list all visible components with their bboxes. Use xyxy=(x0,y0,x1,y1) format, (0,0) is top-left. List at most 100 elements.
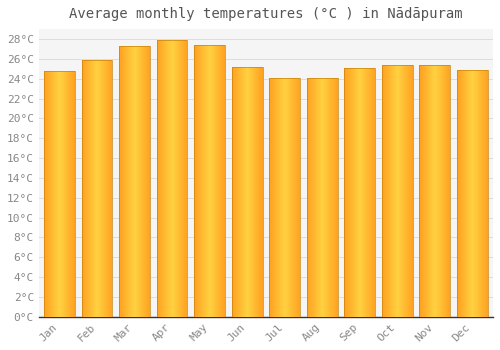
Bar xyxy=(206,45,207,317)
Bar xyxy=(279,78,280,317)
Bar xyxy=(291,78,292,317)
Bar xyxy=(297,78,298,317)
Bar xyxy=(233,67,234,317)
Bar xyxy=(197,45,198,317)
Bar xyxy=(186,40,187,317)
Bar xyxy=(109,60,110,317)
Bar xyxy=(333,78,334,317)
Bar xyxy=(390,65,391,317)
Bar xyxy=(232,67,233,317)
Bar xyxy=(102,60,103,317)
Bar xyxy=(103,60,104,317)
Bar xyxy=(162,40,163,317)
Bar xyxy=(460,70,461,317)
Bar xyxy=(398,65,399,317)
Bar xyxy=(307,78,308,317)
Bar xyxy=(435,65,436,317)
Bar xyxy=(393,65,394,317)
Bar xyxy=(85,60,86,317)
Bar xyxy=(478,70,479,317)
Bar xyxy=(314,78,315,317)
Bar xyxy=(442,65,443,317)
Bar xyxy=(140,46,141,317)
Bar xyxy=(205,45,206,317)
Bar xyxy=(449,65,450,317)
Bar xyxy=(443,65,444,317)
Bar xyxy=(59,71,60,317)
Bar xyxy=(420,65,450,317)
Bar xyxy=(332,78,333,317)
Bar xyxy=(270,78,300,317)
Bar xyxy=(335,78,336,317)
Bar xyxy=(84,60,85,317)
Bar xyxy=(446,65,447,317)
Bar xyxy=(161,40,162,317)
Bar xyxy=(174,40,175,317)
Bar xyxy=(471,70,472,317)
Bar xyxy=(386,65,387,317)
Bar xyxy=(127,46,128,317)
Bar xyxy=(168,40,169,317)
Bar xyxy=(465,70,466,317)
Bar xyxy=(289,78,290,317)
Bar xyxy=(104,60,105,317)
Bar xyxy=(128,46,129,317)
Bar xyxy=(187,40,188,317)
Bar xyxy=(222,45,223,317)
Bar xyxy=(175,40,176,317)
Bar xyxy=(135,46,136,317)
Bar xyxy=(439,65,440,317)
Bar xyxy=(56,71,57,317)
Bar xyxy=(472,70,473,317)
Bar xyxy=(432,65,433,317)
Bar xyxy=(402,65,403,317)
Bar xyxy=(474,70,475,317)
Bar xyxy=(181,40,182,317)
Bar xyxy=(274,78,275,317)
Bar xyxy=(276,78,277,317)
Bar xyxy=(385,65,386,317)
Bar xyxy=(311,78,312,317)
Bar xyxy=(280,78,281,317)
Bar xyxy=(457,70,458,317)
Bar xyxy=(55,71,56,317)
Bar xyxy=(310,78,311,317)
Bar xyxy=(57,71,58,317)
Bar xyxy=(68,71,69,317)
Bar xyxy=(171,40,172,317)
Bar xyxy=(411,65,412,317)
Bar xyxy=(464,70,465,317)
Bar xyxy=(350,68,351,317)
Bar xyxy=(428,65,429,317)
Bar xyxy=(433,65,434,317)
Bar xyxy=(250,67,251,317)
Bar xyxy=(360,68,361,317)
Bar xyxy=(285,78,286,317)
Bar xyxy=(271,78,272,317)
Bar xyxy=(476,70,477,317)
Bar xyxy=(247,67,248,317)
Bar xyxy=(283,78,284,317)
Bar xyxy=(92,60,93,317)
Bar xyxy=(160,40,161,317)
Bar xyxy=(48,71,49,317)
Bar xyxy=(90,60,91,317)
Bar xyxy=(249,67,250,317)
Bar xyxy=(244,67,245,317)
Bar xyxy=(399,65,400,317)
Bar xyxy=(447,65,448,317)
Bar xyxy=(425,65,426,317)
Bar xyxy=(158,40,160,317)
Bar xyxy=(404,65,405,317)
Bar xyxy=(445,65,446,317)
Bar xyxy=(440,65,441,317)
Bar xyxy=(88,60,89,317)
Bar xyxy=(54,71,55,317)
Bar xyxy=(462,70,463,317)
Bar xyxy=(391,65,392,317)
Bar xyxy=(251,67,252,317)
Bar xyxy=(133,46,134,317)
Bar xyxy=(463,70,464,317)
Bar xyxy=(149,46,150,317)
Bar xyxy=(260,67,261,317)
